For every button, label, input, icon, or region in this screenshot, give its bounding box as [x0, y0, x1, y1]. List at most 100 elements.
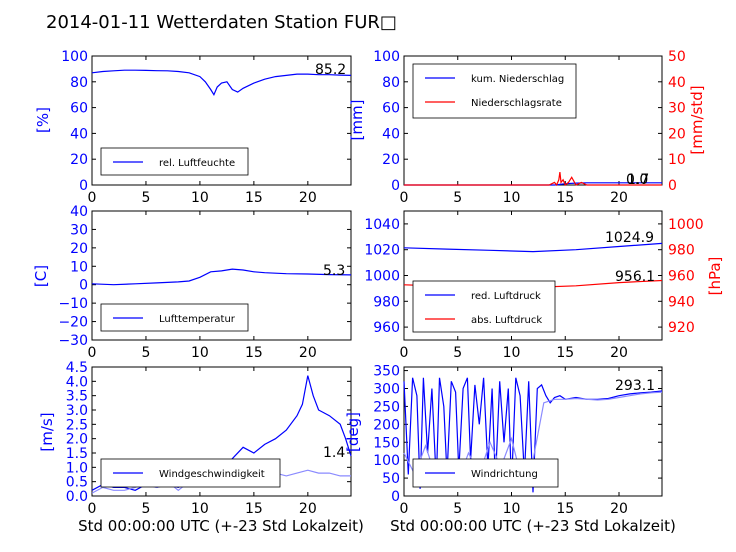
x-tick-label: 10 — [191, 345, 209, 361]
y2-tick-label: 960 — [668, 269, 695, 285]
chart-panel-pressure: 0 5 10 15 20 960 980 1000 1020 1040 920 940 960 980 10… — [364, 210, 724, 361]
legend-label: kum. Niederschlag — [471, 74, 564, 85]
y-tick-label: 3.5 — [66, 389, 88, 405]
y-tick-label: 20 — [382, 152, 400, 168]
y-tick-label: 0 — [79, 278, 88, 294]
x-tick-label: 5 — [141, 501, 150, 517]
x-tick-label: 10 — [191, 190, 209, 206]
x-tick-label: 20 — [610, 345, 628, 361]
x-tick-label: 15 — [245, 501, 263, 517]
legend-label: Lufttemperatur — [159, 314, 236, 325]
y-axis-label: [C] — [32, 265, 50, 287]
x-tick-label: 5 — [453, 345, 462, 361]
value-annotation-secondary: 956.1 — [615, 269, 655, 285]
x-tick-label: 0 — [400, 345, 409, 361]
y2-tick-label: 30 — [668, 101, 686, 117]
x-axis-label-right: Std 00:00:00 UTC (+-23 Std Lokalzeit) — [390, 517, 676, 535]
y-tick-label: 20 — [70, 241, 88, 257]
y-tick-label: 0 — [79, 178, 88, 194]
y-tick-label: 40 — [70, 126, 88, 142]
y2-axis-label: [hPa] — [706, 257, 724, 296]
x-tick-label: 10 — [503, 501, 521, 517]
x-tick-label: 20 — [299, 345, 317, 361]
y-tick-label: 4.5 — [66, 360, 88, 376]
x-tick-label: 5 — [453, 501, 462, 517]
y-tick-label: 1000 — [364, 269, 400, 285]
x-tick-label: 15 — [556, 345, 574, 361]
y-tick-label: 350 — [373, 364, 400, 380]
x-tick-label: 5 — [141, 190, 150, 206]
y-tick-label: 150 — [373, 435, 400, 451]
legend-box — [100, 147, 249, 176]
y-tick-label: 200 — [373, 417, 400, 433]
x-tick-label: 0 — [400, 501, 409, 517]
y-tick-label: −20 — [58, 315, 88, 331]
y2-tick-label: 980 — [668, 243, 695, 259]
y-axis-label: [mm] — [348, 100, 366, 141]
value-annotation: 5.3 — [323, 263, 345, 279]
y-tick-label: 50 — [382, 471, 400, 487]
y-axis-label: [m/s] — [38, 412, 56, 451]
x-tick-label: 10 — [503, 345, 521, 361]
figure-title: 2014-01-11 Wetterdaten Station FUR□ — [46, 12, 397, 33]
chart-panel-humidity: 0 5 10 15 20 0 20 40 60 80 100 [%] rel. Luftfeuchte 8… — [34, 49, 352, 206]
value-annotation: 293.1 — [615, 378, 655, 394]
x-tick-label: 20 — [610, 501, 628, 517]
y2-tick-label: 20 — [668, 126, 686, 142]
y-tick-label: 60 — [382, 101, 400, 117]
y-tick-label: 10 — [70, 259, 88, 275]
legend-label: Windgeschwindigkeit — [159, 469, 265, 480]
x-tick-label: 0 — [88, 501, 97, 517]
y-tick-label: 960 — [373, 320, 400, 336]
legend-label: rel. Luftfeuchte — [159, 158, 235, 169]
x-tick-label: 5 — [453, 190, 462, 206]
y-tick-label: 40 — [70, 204, 88, 220]
legend-label: abs. Luftdruck — [471, 315, 542, 326]
y-tick-label: 20 — [70, 152, 88, 168]
series-line-pressure-0 — [403, 242, 663, 253]
legend-label: Niederschlagsrate — [471, 98, 562, 109]
y2-tick-label: 10 — [668, 152, 686, 168]
x-tick-label: 5 — [141, 345, 150, 361]
x-tick-label: 10 — [191, 501, 209, 517]
chart-panel-precip: 0 5 10 15 20 0 20 40 60 80 100 0 10 20 30 40 50 [mm] [mm/s… — [348, 49, 706, 206]
x-tick-label: 15 — [556, 190, 574, 206]
x-tick-label: 20 — [610, 190, 628, 206]
chart-panel-wind: 0 5 10 15 20 0.00.51.01.52.02.53.03.54.04.5 [m… — [38, 360, 352, 517]
y-tick-label: 1.5 — [66, 446, 88, 462]
x-tick-label: 15 — [245, 345, 263, 361]
legend-box — [412, 280, 556, 333]
y-tick-label: 0.5 — [66, 475, 88, 491]
series-line-precip-1 — [404, 172, 662, 187]
y-tick-label: 40 — [382, 126, 400, 142]
y-tick-label: 4.0 — [66, 374, 88, 390]
y-tick-label: 0.0 — [66, 489, 88, 505]
y-tick-label: 3.0 — [66, 403, 88, 419]
y-tick-label: 250 — [373, 399, 400, 415]
y-tick-label: 100 — [373, 453, 400, 469]
y-tick-label: 100 — [373, 49, 400, 65]
y-tick-label: −10 — [58, 296, 88, 312]
y2-tick-label: 940 — [668, 294, 695, 310]
value-annotation: 85.2 — [315, 62, 346, 78]
x-tick-label: 0 — [400, 190, 409, 206]
x-tick-label: 0 — [88, 345, 97, 361]
y-tick-label: 1020 — [364, 243, 400, 259]
legend-box — [412, 63, 577, 119]
y2-tick-label: 920 — [668, 320, 695, 336]
chart-panel-temperature: 0 5 10 15 20 −30 −20 −10 0 10 20 30 40 [C] Lufttempera… — [32, 204, 352, 361]
y-tick-label: 1040 — [364, 217, 400, 233]
series-line-temperature-0 — [91, 268, 352, 286]
y2-tick-label: 40 — [668, 75, 686, 91]
y-tick-label: 100 — [61, 49, 88, 65]
y-tick-label: 30 — [70, 222, 88, 238]
series-line-humidity-0 — [91, 69, 352, 97]
y2-tick-label: 50 — [668, 49, 686, 65]
x-tick-label: 15 — [556, 501, 574, 517]
x-tick-label: 0 — [88, 190, 97, 206]
value-annotation: 1.7 — [627, 172, 649, 188]
y-tick-label: −30 — [58, 333, 88, 349]
value-annotation: 1024.9 — [605, 230, 654, 246]
x-axis-label-left: Std 00:00:00 UTC (+-23 Std Lokalzeit) — [78, 517, 364, 535]
